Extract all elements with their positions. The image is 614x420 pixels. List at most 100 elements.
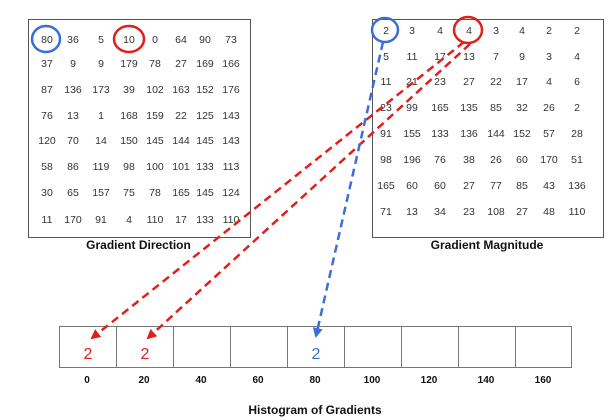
grid-cell: 21 [406,76,418,88]
histogram-bin-label: 160 [534,375,552,386]
grid-cell: 120 [38,135,56,147]
grid-cell: 1 [98,110,104,122]
grid-cell: 11 [41,214,53,226]
grid-cell: 10 [123,34,135,46]
grid-cell: 135 [460,102,478,114]
grid-cell: 76 [41,110,53,122]
grid-cell: 166 [222,58,240,70]
grid-cell: 7 [493,51,499,63]
grid-cell: 39 [123,84,135,96]
grid-row: 80 36 5 10 0 64 90 73 [29,30,250,50]
grid-cell: 60 [434,180,446,192]
histogram-bin-value: 2 [311,346,321,363]
grid-row: 91 155 133 136 144 152 57 28 [373,124,603,144]
grid-cell: 14 [95,135,107,147]
grid-cell: 110 [222,214,240,226]
grid-row: 58 86 119 98 100 101 133 113 [29,157,250,177]
grid-cell: 3 [493,25,499,37]
grid-cell: 4 [126,214,132,226]
gradient-magnitude-grid: 2 3 4 4 3 4 2 2 5 11 17 13 7 9 3 4 11 21 23 27 22 17 4 6 23 99 165… [372,19,604,238]
grid-cell: 58 [41,161,53,173]
grid-row: 11 170 91 4 110 17 133 110 [29,210,250,230]
grid-cell: 91 [380,128,392,140]
grid-cell: 98 [380,154,392,166]
grid-cell: 57 [543,128,555,140]
grid-cell: 145 [146,135,164,147]
grid-row: 165 60 60 27 77 85 43 136 [373,176,603,196]
grid-cell: 143 [222,135,240,147]
grid-cell: 145 [196,187,214,199]
grid-cell: 9 [519,51,525,63]
grid-cell: 98 [123,161,135,173]
grid-cell: 11 [406,51,418,63]
grid-cell: 152 [513,128,531,140]
histogram-bin [516,327,572,367]
grid-cell: 26 [490,154,502,166]
histogram-bin [345,327,402,367]
histogram-bin-value: 2 [83,346,93,363]
grid-row: 2 3 4 4 3 4 2 2 [373,21,603,41]
gradient-direction-grid: 80 36 5 10 0 64 90 73 37 9 9 179 78 27 169 166 87 136 173 3… [28,19,251,238]
grid-cell: 27 [516,206,528,218]
grid-cell: 102 [146,84,164,96]
grid-cell: 27 [463,76,475,88]
grid-cell: 2 [546,25,552,37]
grid-cell: 144 [172,135,190,147]
grid-row: 98 196 76 38 26 60 170 51 [373,150,603,170]
histogram-bin: 2 [117,327,174,367]
grid-cell: 9 [70,58,76,70]
grid-cell: 23 [380,102,392,114]
histogram-bin [402,327,459,367]
grid-cell: 13 [406,206,418,218]
grid-row: 11 21 23 27 22 17 4 6 [373,72,603,92]
grid-cell: 30 [41,187,53,199]
histogram-bin-label: 80 [309,375,321,386]
grid-cell: 119 [92,161,110,173]
grid-cell: 80 [41,34,53,46]
grid-cell: 4 [437,25,443,37]
grid-cell: 101 [172,161,190,173]
grid-cell: 145 [196,135,214,147]
grid-cell: 152 [196,84,214,96]
grid-cell: 6 [574,76,580,88]
grid-cell: 110 [146,214,164,226]
grid-cell: 2 [383,25,389,37]
histogram-bins: 2 2 2 [59,326,572,368]
grid-cell: 60 [406,180,418,192]
grid-cell: 157 [92,187,110,199]
grid-cell: 133 [196,161,214,173]
grid-cell: 124 [222,187,240,199]
grid-row: 37 9 9 179 78 27 169 166 [29,54,250,74]
grid-cell: 4 [519,25,525,37]
grid-cell: 23 [463,206,475,218]
histogram-bin [231,327,288,367]
grid-cell: 90 [199,34,211,46]
grid-cell: 78 [149,187,161,199]
grid-cell: 75 [123,187,135,199]
grid-row: 71 13 34 23 108 27 48 110 [373,202,603,222]
grid-row: 5 11 17 13 7 9 3 4 [373,47,603,67]
grid-cell: 159 [146,110,164,122]
histogram-bin [459,327,516,367]
grid-cell: 155 [403,128,421,140]
histogram-bin-value: 2 [140,346,150,363]
histogram-bin [174,327,231,367]
grid-cell: 64 [175,34,187,46]
grid-cell: 36 [67,34,79,46]
grid-cell: 99 [406,102,418,114]
grid-cell: 143 [222,110,240,122]
grid-cell: 108 [487,206,505,218]
histogram-bin-label: 100 [363,375,381,386]
grid-cell: 17 [175,214,187,226]
grid-cell: 91 [95,214,107,226]
grid-cell: 85 [516,180,528,192]
grid-cell: 165 [377,180,395,192]
grid-cell: 11 [380,76,392,88]
grid-cell: 65 [67,187,79,199]
grid-cell: 133 [431,128,449,140]
grid-cell: 9 [98,58,104,70]
histogram-bin-label: 40 [195,375,207,386]
grid-cell: 165 [431,102,449,114]
grid-cell: 86 [67,161,79,173]
grid-cell: 22 [490,76,502,88]
